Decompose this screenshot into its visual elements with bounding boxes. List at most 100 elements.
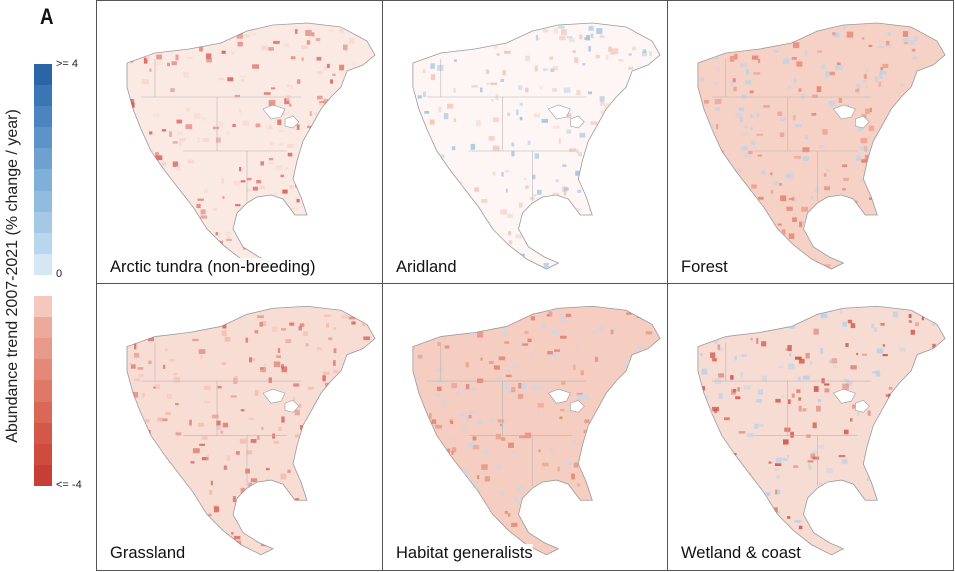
- trend-cell: [455, 45, 460, 51]
- trend-cell: [750, 126, 753, 131]
- trend-cell: [747, 217, 752, 223]
- trend-cell: [601, 147, 604, 151]
- trend-cell: [277, 242, 280, 245]
- trend-cell: [235, 540, 242, 546]
- trend-cell: [584, 393, 588, 400]
- trend-cell: [887, 539, 890, 543]
- trend-cell: [702, 141, 708, 146]
- trend-cell: [634, 179, 637, 185]
- trend-cell: [224, 336, 231, 342]
- trend-cell: [929, 98, 935, 105]
- trend-cell: [318, 535, 323, 539]
- trend-cell: [699, 183, 704, 189]
- trend-cell: [735, 112, 743, 118]
- trend-cell: [935, 160, 942, 164]
- trend-cell: [362, 180, 369, 183]
- trend-cell: [437, 64, 444, 71]
- trend-cell: [437, 342, 441, 347]
- trend-cell: [141, 236, 144, 240]
- scale-step: [34, 317, 52, 339]
- trend-cell: [829, 506, 833, 511]
- trend-cell: [903, 405, 906, 409]
- trend-cell: [481, 504, 489, 509]
- trend-cell: [747, 318, 752, 324]
- trend-cell: [923, 426, 927, 429]
- trend-cell: [179, 231, 183, 238]
- trend-cell: [726, 504, 729, 510]
- trend-cell: [831, 358, 838, 364]
- trend-cell: [348, 38, 355, 44]
- trend-cell: [572, 50, 576, 53]
- trend-cell: [622, 243, 630, 245]
- trend-cell: [480, 357, 483, 361]
- trend-cell: [218, 231, 221, 238]
- trend-cell: [714, 98, 722, 105]
- trend-cell: [280, 473, 287, 480]
- trend-cell: [843, 378, 850, 382]
- trend-cell: [301, 151, 308, 156]
- trend-cell: [791, 196, 795, 202]
- trend-cell: [604, 154, 610, 159]
- trend-cell: [143, 431, 149, 435]
- trend-cell: [486, 82, 493, 85]
- trend-cell: [504, 510, 508, 514]
- trend-cell: [538, 449, 541, 453]
- trend-cell: [927, 166, 931, 169]
- trend-cell: [903, 210, 909, 213]
- trend-cell: [303, 331, 308, 337]
- trend-cell: [559, 416, 563, 420]
- trend-cell: [240, 75, 247, 78]
- trend-cell: [503, 250, 509, 256]
- trend-cell: [301, 57, 304, 61]
- trend-cell: [436, 517, 442, 524]
- trend-cell: [463, 430, 467, 433]
- trend-cell: [788, 352, 792, 357]
- trend-cell: [339, 89, 342, 94]
- trend-cell: [909, 39, 916, 45]
- trend-cell: [434, 503, 440, 509]
- trend-cell: [351, 321, 356, 325]
- map-panel-arctic: Arctic tundra (non-breeding): [96, 0, 384, 285]
- trend-cell: [782, 458, 788, 461]
- trend-cell: [472, 481, 479, 485]
- trend-cell: [493, 365, 500, 370]
- trend-cell: [287, 144, 294, 148]
- trend-cell: [296, 199, 300, 203]
- great-lakes: [262, 104, 300, 129]
- trend-cell: [885, 407, 889, 410]
- trend-cell: [548, 250, 556, 256]
- trend-cell: [548, 311, 553, 317]
- trend-cell: [926, 181, 931, 186]
- trend-cell: [164, 348, 168, 351]
- trend-cell: [726, 241, 731, 244]
- trend-cell: [247, 188, 252, 192]
- trend-cell: [779, 132, 785, 137]
- trend-cell: [148, 490, 155, 497]
- trend-cell: [302, 511, 308, 518]
- trend-cell: [328, 260, 332, 266]
- trend-cell: [769, 223, 775, 229]
- trend-cell: [750, 114, 754, 118]
- trend-cell: [522, 343, 529, 346]
- trend-cell: [437, 442, 441, 446]
- trend-cell: [333, 370, 339, 373]
- trend-cell: [873, 327, 878, 333]
- trend-cell: [316, 56, 322, 61]
- trend-cell: [135, 212, 139, 217]
- trend-cell: [869, 107, 872, 113]
- trend-cell: [154, 384, 160, 390]
- trend-cell: [905, 252, 911, 258]
- trend-cell: [235, 204, 241, 207]
- trend-cell: [770, 189, 774, 194]
- trend-cell: [730, 504, 735, 507]
- trend-cell: [160, 32, 166, 39]
- trend-cell: [584, 37, 590, 40]
- trend-cell: [360, 540, 366, 544]
- trend-cell: [573, 364, 576, 371]
- trend-cell: [501, 172, 504, 177]
- trend-cell: [784, 241, 789, 246]
- trend-cell: [333, 327, 337, 330]
- trend-cell: [167, 472, 171, 479]
- trend-cell: [645, 136, 653, 140]
- trend-cell: [142, 79, 149, 85]
